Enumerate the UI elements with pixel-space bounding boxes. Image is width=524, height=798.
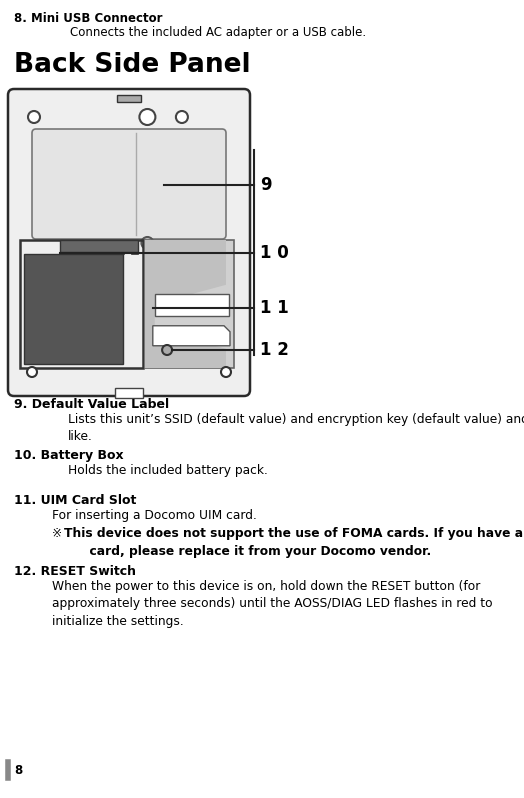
Polygon shape	[153, 326, 230, 346]
Text: Holds the included battery pack.: Holds the included battery pack.	[68, 464, 268, 477]
Bar	[74, 252, 81, 254]
Text: 12. RESET Switch: 12. RESET Switch	[14, 565, 136, 578]
Text: 1 2: 1 2	[260, 341, 289, 359]
Text: For inserting a Docomo UIM card.: For inserting a Docomo UIM card.	[52, 509, 257, 522]
Circle shape	[162, 345, 172, 355]
FancyBboxPatch shape	[8, 89, 250, 396]
Circle shape	[28, 111, 40, 123]
Bar	[102, 252, 110, 254]
Bar	[24, 254, 123, 364]
Text: 8. Mini USB Connector: 8. Mini USB Connector	[14, 12, 162, 25]
Text: Back Side Panel: Back Side Panel	[14, 52, 250, 78]
Text: When the power to this device is on, hold down the RESET button (for
approximate: When the power to this device is on, hol…	[52, 580, 493, 628]
Text: 9. Default Value Label: 9. Default Value Label	[14, 398, 169, 411]
Bar	[20, 240, 143, 368]
Text: 10. Battery Box: 10. Battery Box	[14, 449, 124, 462]
Bar	[145, 240, 234, 368]
Circle shape	[221, 367, 231, 377]
Circle shape	[27, 367, 37, 377]
Text: Connects the included AC adapter or a USB cable.: Connects the included AC adapter or a US…	[70, 26, 366, 39]
Bar	[130, 252, 138, 254]
Text: Lists this unit’s SSID (default value) and encryption key (default value) and th: Lists this unit’s SSID (default value) a…	[68, 413, 524, 444]
Text: 9: 9	[260, 176, 271, 194]
Bar	[115, 388, 143, 398]
Bar	[88, 252, 95, 254]
Text: 1 1: 1 1	[260, 298, 289, 317]
Text: 11. UIM Card Slot: 11. UIM Card Slot	[14, 494, 136, 507]
Bar	[116, 252, 124, 254]
Text: This device does not support the use of FOMA cards. If you have a FOMA
      car: This device does not support the use of …	[64, 527, 524, 558]
Bar	[60, 240, 138, 252]
Bar	[155, 294, 229, 316]
Bar	[60, 252, 67, 254]
Circle shape	[139, 109, 156, 125]
Circle shape	[176, 111, 188, 123]
Bar	[117, 95, 141, 102]
Circle shape	[141, 237, 154, 249]
Text: 1 0: 1 0	[260, 244, 289, 262]
Text: ※: ※	[52, 527, 62, 540]
FancyBboxPatch shape	[32, 129, 226, 239]
Text: 8: 8	[14, 764, 22, 776]
Polygon shape	[145, 240, 226, 368]
